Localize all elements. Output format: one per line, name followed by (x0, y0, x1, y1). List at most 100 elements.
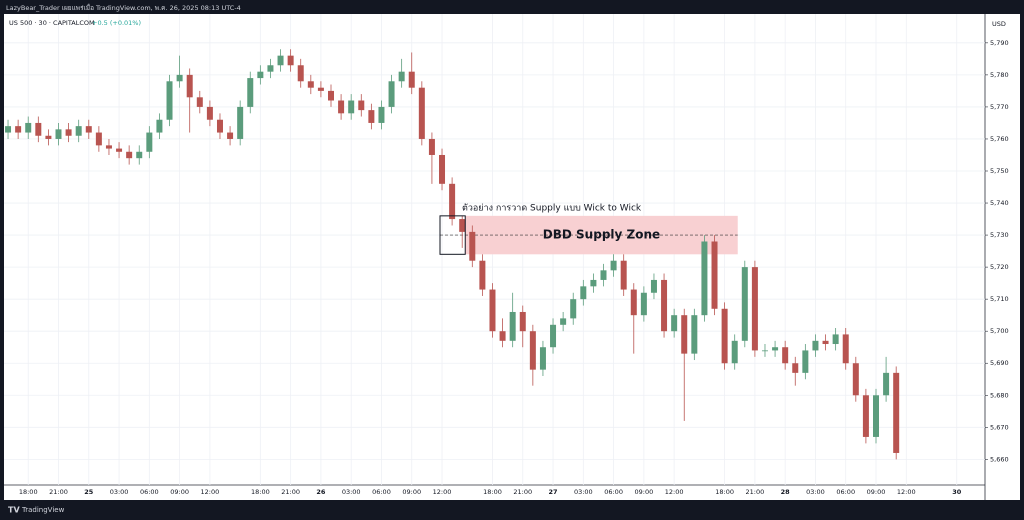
x-tick-label: 18:00 (483, 488, 502, 496)
candle-body (741, 267, 748, 341)
candle-body (196, 97, 203, 107)
y-tick-label: 5,720 (990, 263, 1009, 271)
x-tick-label: 09:00 (635, 488, 654, 496)
candle-body (570, 299, 577, 319)
candle-body (287, 55, 294, 66)
candle-body (842, 334, 849, 364)
candle-body (25, 122, 32, 133)
x-tick-label: 21:00 (49, 488, 68, 496)
x-tick-label: 03:00 (574, 488, 593, 496)
candle-body (328, 90, 334, 101)
candle-body (640, 292, 647, 316)
candles (5, 49, 900, 460)
candle-body (873, 395, 879, 437)
change-text: +0.5 (+0.01%) (92, 19, 141, 27)
candle-body (85, 126, 92, 133)
x-tick-label: 21:00 (746, 488, 765, 496)
candle-body (378, 106, 385, 123)
candle-body (721, 308, 728, 364)
candle-body (832, 334, 839, 345)
candle-body (348, 100, 355, 114)
candle-body (408, 71, 415, 88)
candle-body (368, 110, 375, 123)
x-tick-label: 18:00 (715, 488, 734, 496)
candle-body (539, 347, 546, 370)
candle-body (852, 363, 859, 396)
candle-body (761, 350, 768, 352)
candle-body (75, 126, 82, 136)
brand: 𝗧𝗩 TradingView (8, 506, 65, 515)
x-tick-label: 12:00 (897, 488, 916, 496)
y-tick-label: 5,660 (990, 455, 1009, 463)
candle-body (671, 315, 678, 332)
candle-body (257, 71, 264, 79)
candle-body (317, 87, 324, 91)
x-tick-label: 26 (316, 488, 326, 496)
candle-body (509, 311, 516, 341)
candle-body (499, 331, 506, 341)
candle-body (206, 106, 213, 120)
annotation-note: ตัวอย่าง การวาด Supply แบบ Wick to Wick (462, 203, 642, 213)
candle-body (227, 132, 234, 139)
candle-body (661, 279, 668, 332)
candle-body (176, 74, 183, 82)
candle-body (893, 372, 900, 453)
x-tick-label: 03:00 (342, 488, 361, 496)
candle-body (398, 71, 405, 82)
candle-body (529, 331, 536, 370)
candle-body (105, 145, 112, 149)
candle-body (519, 311, 526, 332)
y-tick-label: 5,700 (990, 327, 1009, 335)
x-tick-label: 28 (781, 488, 791, 496)
x-tick-label: 03:00 (110, 488, 129, 496)
candle-body (338, 100, 345, 114)
y-tick-label: 5,680 (990, 391, 1009, 399)
candle-body (600, 270, 607, 280)
candle-body (751, 267, 758, 351)
candle-body (418, 87, 425, 139)
x-tick-label: 06:00 (372, 488, 391, 496)
candle-body (156, 119, 163, 133)
candle-body (388, 81, 395, 107)
candle-body (550, 324, 557, 348)
candle-body (650, 279, 657, 293)
candle-body (95, 132, 102, 146)
candle-body (5, 126, 12, 133)
candle-body (237, 106, 244, 139)
candle-body (136, 151, 143, 159)
candle-body (691, 315, 698, 354)
candle-body (307, 81, 314, 88)
candle-body (812, 340, 819, 351)
candle-body (186, 74, 193, 98)
candle-body (731, 340, 738, 364)
candle-body (277, 55, 284, 66)
published-text: LazyBear_Trader เผยแพร่เมื่อ TradingView… (6, 3, 241, 12)
candle-body (166, 81, 173, 120)
x-tick-label: 12:00 (201, 488, 220, 496)
candle-body (560, 318, 567, 325)
candle-body (15, 126, 22, 133)
chart-background (4, 14, 1020, 500)
y-tick-label: 5,690 (990, 359, 1009, 367)
candle-body (479, 260, 486, 290)
candle-body (772, 347, 779, 351)
candle-body (469, 231, 476, 261)
brand-logo: 𝗧𝗩 (8, 506, 20, 515)
candle-body (146, 132, 153, 152)
candle-body (630, 289, 637, 316)
candle-body (802, 350, 809, 373)
x-tick-label: 09:00 (402, 488, 421, 496)
y-tick-label: 5,790 (990, 39, 1009, 47)
candle-body (216, 119, 223, 133)
candle-body (580, 286, 587, 300)
x-tick-label: 21:00 (281, 488, 300, 496)
y-tick-label: 5,740 (990, 199, 1009, 207)
x-tick-label: 21:00 (513, 488, 532, 496)
x-tick-label: 03:00 (806, 488, 825, 496)
x-tick-label: 12:00 (433, 488, 452, 496)
y-tick-label: 5,780 (990, 71, 1009, 79)
candle-body (782, 347, 789, 364)
candle-body (428, 138, 435, 155)
candle-body (681, 315, 688, 354)
